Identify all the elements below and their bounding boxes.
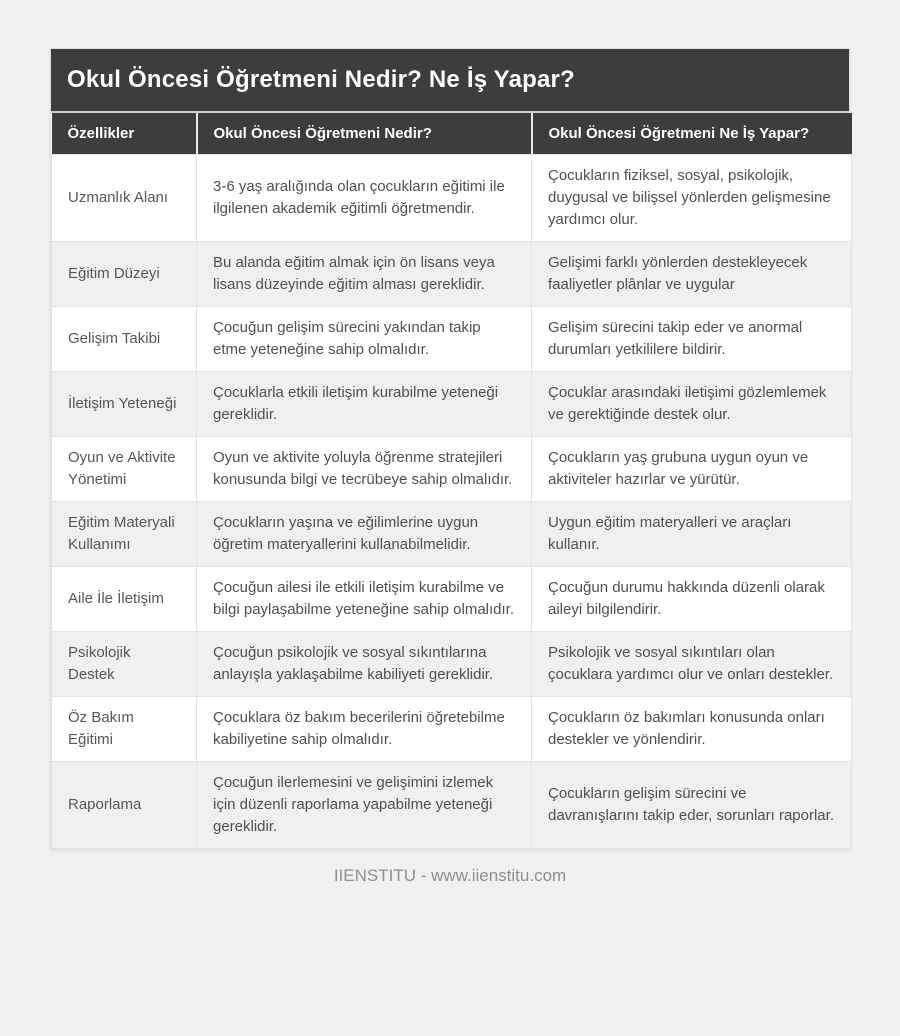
footer-credit: IIENSTITU - www.iienstitu.com xyxy=(333,866,567,885)
nedir-cell: Bu alanda eğitim almak için ön lisans ve… xyxy=(196,241,532,307)
yapar-cell: Gelişim sürecini takip eder ve anormal d… xyxy=(531,306,852,372)
table-row: Raporlama Çocuğun ilerlemesini ve gelişi… xyxy=(51,761,852,849)
yapar-cell: Psikolojik ve sosyal sıkıntıları olan ço… xyxy=(531,631,852,697)
table-row: Eğitim Materyali Kullanımı Çocukların ya… xyxy=(51,501,852,567)
yapar-cell: Çocukların gelişim sürecini ve davranışl… xyxy=(531,761,852,849)
feature-cell: Raporlama xyxy=(51,761,197,849)
feature-cell: Psikolojik Destek xyxy=(51,631,197,697)
column-header-nedir: Okul Öncesi Öğretmeni Nedir? xyxy=(195,113,532,155)
nedir-cell: Çocuğun psikolojik ve sosyal sıkıntıları… xyxy=(196,631,532,697)
feature-cell: Eğitim Düzeyi xyxy=(51,241,197,307)
nedir-cell: 3-6 yaş aralığında olan çocukların eğiti… xyxy=(196,154,532,242)
table-row: İletişim Yeteneği Çocuklarla etkili ilet… xyxy=(51,371,852,437)
yapar-cell: Gelişimi farklı yönlerden destekleyecek … xyxy=(531,241,852,307)
yapar-cell: Çocukların yaş grubuna uygun oyun ve akt… xyxy=(531,436,852,502)
table-header-row: Özellikler Okul Öncesi Öğretmeni Nedir? … xyxy=(51,113,852,155)
page-title: Okul Öncesi Öğretmeni Nedir? Ne İş Yapar… xyxy=(51,49,849,113)
table-row: Uzmanlık Alanı 3-6 yaş aralığında olan ç… xyxy=(51,154,852,242)
nedir-cell: Çocuğun ilerlemesini ve gelişimini izlem… xyxy=(196,761,532,849)
nedir-cell: Çocuklarla etkili iletişim kurabilme yet… xyxy=(196,371,532,437)
feature-cell: Aile İle İletişim xyxy=(51,566,197,632)
yapar-cell: Çocukların fiziksel, sosyal, psikolojik,… xyxy=(531,154,852,242)
nedir-cell: Çocuklara öz bakım becerilerini öğretebi… xyxy=(196,696,532,762)
feature-cell: Gelişim Takibi xyxy=(51,306,197,372)
column-header-ozellikler: Özellikler xyxy=(51,113,197,155)
yapar-cell: Çocuklar arasındaki iletişimi gözlemleme… xyxy=(531,371,852,437)
column-header-ne-is-yapar: Okul Öncesi Öğretmeni Ne İş Yapar? xyxy=(530,113,852,155)
feature-cell: Oyun ve Aktivite Yönetimi xyxy=(51,436,197,502)
yapar-cell: Çocukların öz bakımları konusunda onları… xyxy=(531,696,852,762)
content-card: Okul Öncesi Öğretmeni Nedir? Ne İş Yapar… xyxy=(50,48,852,850)
feature-cell: İletişim Yeteneği xyxy=(51,371,197,437)
yapar-cell: Uygun eğitim materyalleri ve araçları ku… xyxy=(531,501,852,567)
table-row: Psikolojik Destek Çocuğun psikolojik ve … xyxy=(51,631,852,697)
table-row: Eğitim Düzeyi Bu alanda eğitim almak içi… xyxy=(51,241,852,307)
table-row: Öz Bakım Eğitimi Çocuklara öz bakım bece… xyxy=(51,696,852,762)
table-row: Gelişim Takibi Çocuğun gelişim sürecini … xyxy=(51,306,852,372)
table-row: Oyun ve Aktivite Yönetimi Oyun ve aktivi… xyxy=(51,436,852,502)
features-table: Özellikler Okul Öncesi Öğretmeni Nedir? … xyxy=(51,113,852,849)
feature-cell: Uzmanlık Alanı xyxy=(51,154,197,242)
yapar-cell: Çocuğun durumu hakkında düzenli olarak a… xyxy=(531,566,852,632)
nedir-cell: Çocukların yaşına ve eğilimlerine uygun … xyxy=(196,501,532,567)
nedir-cell: Çocuğun gelişim sürecini yakından takip … xyxy=(196,306,532,372)
table-row: Aile İle İletişim Çocuğun ailesi ile etk… xyxy=(51,566,852,632)
nedir-cell: Çocuğun ailesi ile etkili iletişim kurab… xyxy=(196,566,532,632)
nedir-cell: Oyun ve aktivite yoluyla öğrenme stratej… xyxy=(196,436,532,502)
feature-cell: Öz Bakım Eğitimi xyxy=(51,696,197,762)
feature-cell: Eğitim Materyali Kullanımı xyxy=(51,501,197,567)
